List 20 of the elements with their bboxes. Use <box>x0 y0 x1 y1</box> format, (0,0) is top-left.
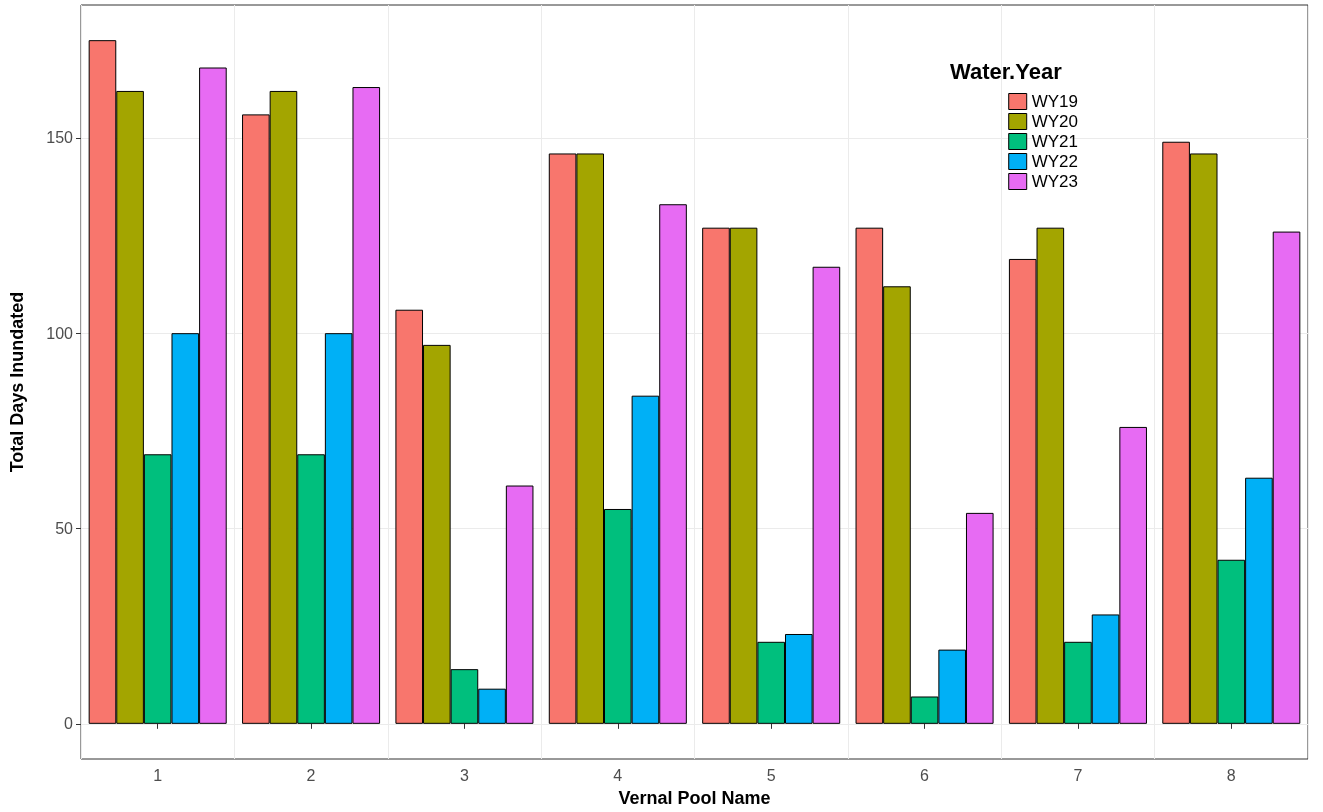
legend-label: WY23 <box>1031 172 1078 191</box>
legend-label: WY20 <box>1031 112 1078 131</box>
x-tick-label: 5 <box>766 766 776 784</box>
x-tick-label: 4 <box>613 766 623 784</box>
legend-title: Water.Year <box>950 58 1063 84</box>
x-tick-label: 2 <box>306 766 316 784</box>
legend-label: WY21 <box>1031 132 1078 151</box>
x-tick-label: 3 <box>459 766 469 784</box>
y-axis-title: Total Days Inundated <box>7 291 27 473</box>
x-tick-label: 8 <box>1226 766 1236 784</box>
x-axis-title: Vernal Pool Name <box>618 788 771 808</box>
x-tick-label: 1 <box>153 766 163 784</box>
y-tick-label: 0 <box>64 715 74 733</box>
legend-label: WY22 <box>1031 152 1078 171</box>
x-tick-label: 7 <box>1073 766 1083 784</box>
y-tick-label: 100 <box>46 324 74 342</box>
y-tick-label: 150 <box>46 129 74 147</box>
x-tick-label: 6 <box>920 766 930 784</box>
y-tick-label: 50 <box>55 520 74 537</box>
legend-label: WY19 <box>1031 92 1078 111</box>
